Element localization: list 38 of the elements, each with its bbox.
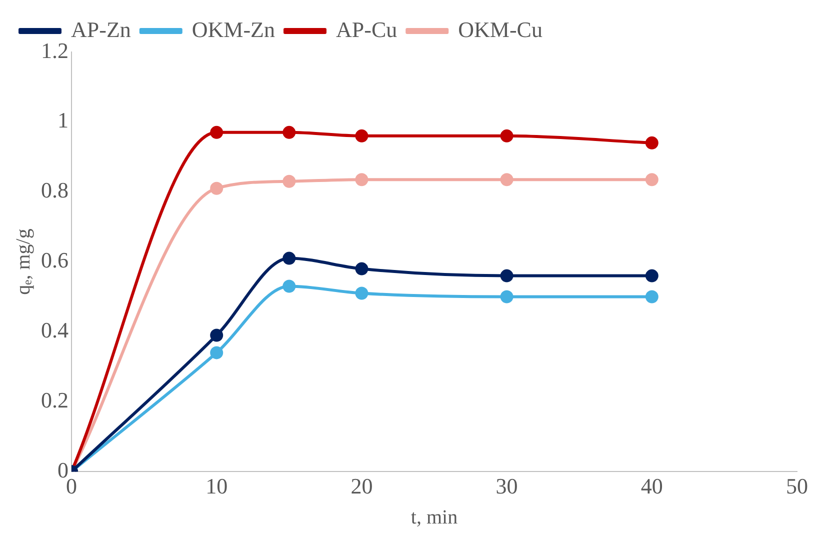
- legend-label: AP-Zn: [71, 16, 131, 42]
- point: [645, 269, 658, 282]
- y-tick-label: 0.6: [41, 248, 68, 273]
- x-tick-label: 40: [640, 474, 663, 499]
- point: [500, 129, 514, 142]
- point: [210, 182, 224, 195]
- x-tick-label: 50: [786, 474, 808, 499]
- point: [282, 126, 296, 139]
- point: [355, 262, 368, 276]
- point: [645, 136, 658, 150]
- legend-label: AP-Cu: [336, 16, 398, 42]
- point: [210, 126, 224, 139]
- x-tick-label: 30: [496, 474, 518, 499]
- point: [645, 173, 658, 186]
- point: [500, 173, 514, 186]
- point: [355, 286, 368, 300]
- y-tick-label: 0: [58, 457, 68, 482]
- point: [210, 346, 224, 360]
- y-tick-label: 1.2: [41, 38, 68, 63]
- point: [645, 290, 658, 304]
- y-tick-label: 0.4: [41, 318, 68, 343]
- legend-label: OKM-Cu: [458, 16, 542, 42]
- point: [282, 174, 296, 188]
- legend-label: OKM-Zn: [192, 16, 275, 42]
- point: [500, 269, 514, 282]
- point: [355, 129, 368, 142]
- x-axis-title: t, min: [410, 506, 458, 528]
- point: [282, 252, 296, 265]
- y-tick-label: 0.2: [41, 387, 68, 412]
- y-tick-label: 0.8: [41, 178, 68, 203]
- y-axis-title: qₑ, mg/g: [12, 228, 34, 295]
- point: [355, 173, 368, 186]
- x-tick-label: 10: [206, 474, 228, 499]
- x-tick-label: 20: [350, 474, 373, 499]
- point: [500, 290, 514, 304]
- point: [210, 328, 224, 342]
- y-tick-label: 1: [58, 108, 68, 133]
- point: [282, 280, 296, 293]
